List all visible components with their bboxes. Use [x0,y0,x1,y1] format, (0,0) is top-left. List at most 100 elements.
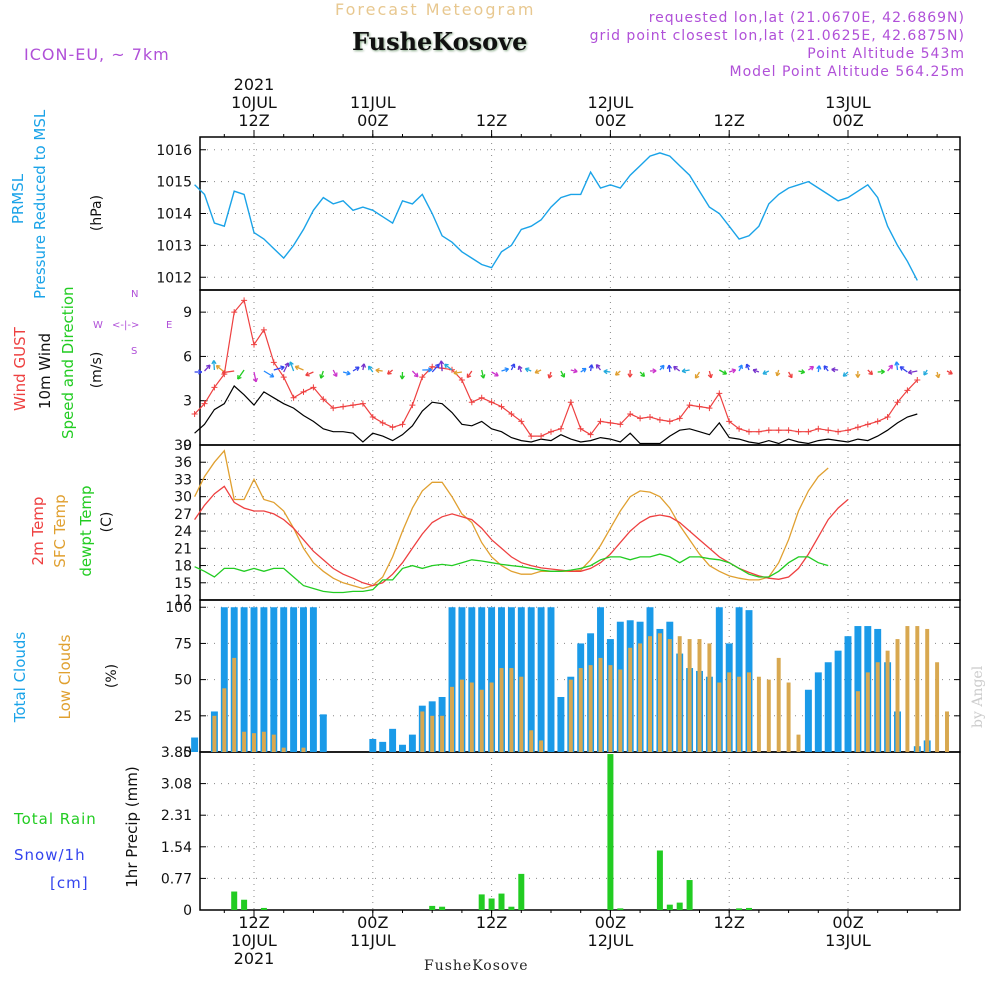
gust-marker [845,427,851,434]
gust-marker [904,387,911,394]
wind-arrow-head [237,375,242,380]
gust-marker [359,400,366,407]
wind-arrow-head [673,365,678,371]
wind-arrow-head [855,373,861,378]
wind-arrow-head [221,369,227,375]
wind-arrow-head [547,374,553,379]
total-cloud-bar [527,607,535,752]
wind-arrow-head [816,365,822,370]
y-tick-label: 1.54 [161,840,192,856]
rain-bar [260,907,267,910]
low-cloud-bar [855,691,860,752]
wind-direction-arrow [294,365,304,371]
gust-marker [716,390,723,397]
wind-arrow-head [738,364,743,370]
panel-frame [199,444,961,601]
wind-arrow-head [480,374,486,379]
gust-marker [676,415,683,422]
total-cloud-bar [240,607,248,752]
gust-marker [884,413,891,420]
total-cloud-bar [557,696,565,752]
wind-direction-arrow [273,366,285,371]
requested-coords: requested lon,lat (21.0670E, 42.6869N) [648,10,965,26]
total-cloud-bar [468,607,476,752]
top-time-label: 11JUL 00Z [333,76,413,130]
low-cloud-bar [786,682,791,752]
low-cloud-bar [945,711,949,752]
total-cloud-bar [408,734,416,752]
gust-marker [409,402,416,409]
gust-marker [270,359,277,366]
total-cloud-bar [260,607,268,752]
compass-n: N [131,289,139,300]
low-cloud-bar [925,628,930,752]
compass-arrows: <-|-> [112,320,140,331]
low-cloud-bar [915,626,920,752]
gust-marker [201,400,208,407]
y-tick-label: 1014 [156,207,192,223]
low-cloud-bar [628,647,633,752]
rain-bar [429,905,436,910]
wind-direction-arrow [899,366,908,373]
wind-direction-arrow [305,371,314,377]
wind-arrow-head [305,371,310,377]
bottom-time-label-l3: 2021 [233,949,275,968]
total-cloud-bar [300,607,307,752]
wind-arrow-head [534,369,540,374]
rain-bar [488,898,495,910]
total-cloud-bar [488,607,496,752]
low-cloud-bar [519,676,524,752]
wind-arrow-head [332,372,338,378]
wind-direction-arrow [453,371,463,374]
low-cloud-bar [737,676,742,752]
low-cloud-bar [935,662,940,752]
low-cloud-bar [657,633,662,752]
gust-marker [587,431,594,438]
wind-arrow-head [842,372,848,377]
y-tick-label: 3.08 [161,777,192,793]
model-point-altitude: Model Point Altitude 564.25m [729,64,965,80]
wind-arrow-head [731,368,737,374]
low-cloud-bar [895,639,900,752]
low-cloud-bar [242,731,247,752]
wind-arrow-head [800,369,806,375]
y-tick-label: 1016 [156,143,192,159]
low-cloud-bar [648,636,652,752]
total-cloud-bar [191,737,199,752]
gust-marker [825,427,832,434]
gust-marker [854,424,861,431]
wind-arrow-head [659,364,665,370]
gust-marker [518,418,525,425]
total-cloud-bar [448,607,456,752]
wind-arrow-head [788,373,793,379]
wind-arrow-head [524,367,530,373]
wind-direction-arrow [289,361,295,372]
rain-bar [746,907,752,910]
wind-direction-arrow [237,369,245,380]
rain-bar [241,899,248,910]
y-tick-label: 2.31 [161,808,192,824]
top-time-label-l2: 11JUL [349,93,396,112]
wind-arrow-head [319,374,325,379]
gust-marker [330,405,337,412]
top-time-label-l3: 00Z [832,111,864,130]
total-cloud-bar [399,744,406,752]
low-cloud-bar [222,688,227,752]
gust-marker [260,326,267,333]
y-tick-label: 1015 [156,175,192,191]
wind-arrow-head [387,370,392,375]
low-cloud-bar [212,715,217,752]
y-tick-label: 50 [174,673,192,689]
total-cloud-bar [715,607,723,752]
low-cloud-bar [469,682,474,752]
total-cloud-bar [290,607,298,752]
wind-arrow-head [948,370,953,375]
wind-arrow-head [775,371,781,377]
wind-arrow-head [280,365,285,371]
bottom-time-label-l2: 13JUL [825,931,871,950]
gust-marker [627,411,634,417]
wind-direction-arrow [263,370,275,378]
total-cloud-bar [220,607,228,752]
wind-arrow-head [722,370,728,375]
wind-arrow-head [375,367,380,374]
